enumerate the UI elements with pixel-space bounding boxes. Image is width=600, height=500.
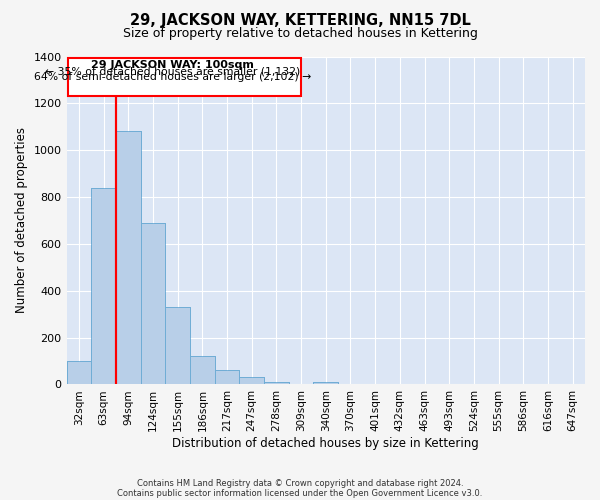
Bar: [313, 382, 338, 384]
Bar: [140, 223, 165, 384]
Text: ← 35% of detached houses are smaller (1,132): ← 35% of detached houses are smaller (1,…: [45, 66, 301, 76]
X-axis label: Distribution of detached houses by size in Kettering: Distribution of detached houses by size …: [172, 437, 479, 450]
Bar: [215, 370, 239, 384]
Bar: [116, 132, 140, 384]
Text: Size of property relative to detached houses in Kettering: Size of property relative to detached ho…: [122, 28, 478, 40]
Bar: [67, 361, 91, 384]
Bar: [91, 188, 116, 384]
Bar: [190, 356, 215, 384]
Bar: [239, 378, 264, 384]
Bar: [239, 378, 264, 384]
Text: 64% of semi-detached houses are larger (2,102) →: 64% of semi-detached houses are larger (…: [34, 72, 311, 82]
Bar: [264, 382, 289, 384]
Text: 29, JACKSON WAY, KETTERING, NN15 7DL: 29, JACKSON WAY, KETTERING, NN15 7DL: [130, 12, 470, 28]
Bar: [165, 307, 190, 384]
Text: Contains public sector information licensed under the Open Government Licence v3: Contains public sector information licen…: [118, 488, 482, 498]
Bar: [67, 361, 91, 384]
Bar: [264, 382, 289, 384]
Bar: [116, 132, 140, 384]
Bar: [215, 370, 239, 384]
Bar: [140, 223, 165, 384]
Bar: [190, 356, 215, 384]
Y-axis label: Number of detached properties: Number of detached properties: [15, 128, 28, 314]
FancyBboxPatch shape: [68, 58, 301, 96]
Bar: [313, 382, 338, 384]
Text: Contains HM Land Registry data © Crown copyright and database right 2024.: Contains HM Land Registry data © Crown c…: [137, 478, 463, 488]
Bar: [91, 188, 116, 384]
Bar: [165, 307, 190, 384]
Text: 29 JACKSON WAY: 100sqm: 29 JACKSON WAY: 100sqm: [91, 60, 254, 70]
